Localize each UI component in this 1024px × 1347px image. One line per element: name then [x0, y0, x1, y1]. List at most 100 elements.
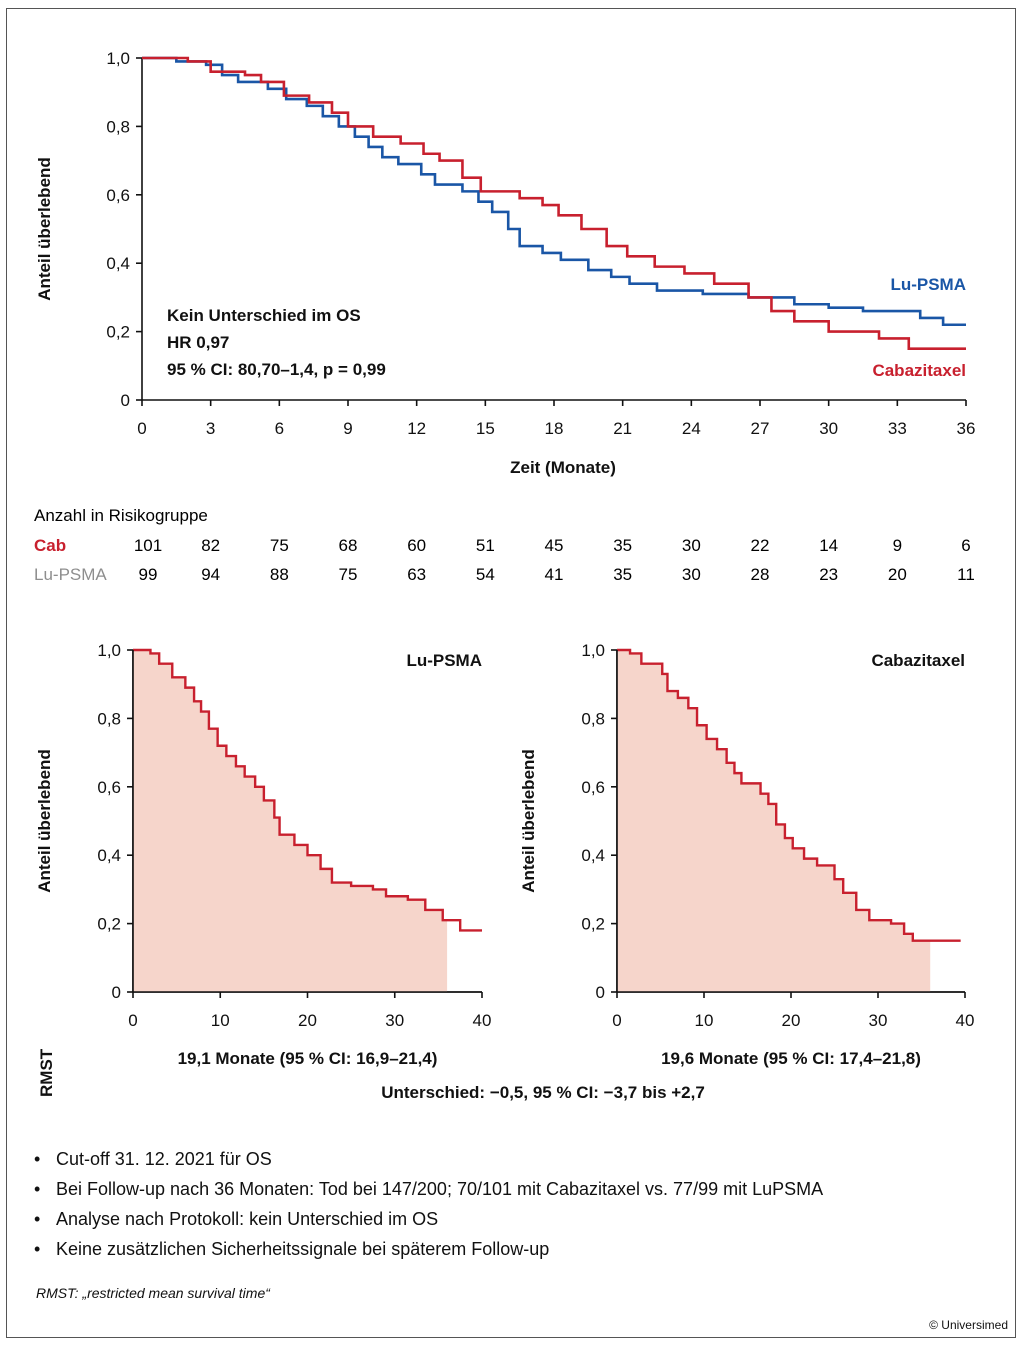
y-tick-label: 1,0	[97, 641, 121, 660]
x-tick-label: 10	[211, 1011, 230, 1030]
risk-cell: 101	[134, 536, 162, 555]
risk-cell: 41	[545, 565, 564, 584]
risk-cell: 82	[201, 536, 220, 555]
x-tick-label: 33	[888, 419, 907, 438]
risk-cell: 60	[407, 536, 426, 555]
annotation-line: HR 0,97	[167, 333, 229, 352]
risk-cell: 30	[682, 565, 701, 584]
risk-cell: 30	[682, 536, 701, 555]
risk-row-label: Cab	[34, 536, 66, 555]
risk-cell: 51	[476, 536, 495, 555]
x-tick-label: 6	[275, 419, 284, 438]
y-tick-label: 0,2	[97, 915, 121, 934]
y-tick-label: 1,0	[106, 49, 130, 68]
y-tick-label: 0,2	[106, 323, 130, 342]
survival-curve	[133, 648, 482, 932]
y-tick-label: 0,8	[106, 117, 130, 136]
risk-cell: 75	[270, 536, 289, 555]
risk-cell: 11	[957, 565, 975, 584]
x-tick-label: 0	[128, 1011, 137, 1030]
x-tick-label: 20	[298, 1011, 317, 1030]
y-axis-label: Anteil überlebend	[35, 749, 54, 893]
y-tick-label: 0,4	[97, 846, 121, 865]
y-tick-label: 0,2	[581, 915, 605, 934]
risk-cell: 22	[751, 536, 770, 555]
chart-title: Lu-PSMA	[406, 651, 482, 670]
x-tick-label: 24	[682, 419, 701, 438]
series-line-cabazitaxel	[142, 56, 966, 350]
rmst-side-label: RMST	[37, 1048, 56, 1097]
y-tick-label: 0,8	[97, 709, 121, 728]
x-axis-label: Zeit (Monate)	[510, 458, 616, 477]
rmst-value: 19,1 Monate (95 % CI: 16,9–21,4)	[178, 1049, 438, 1068]
chart-title: Cabazitaxel	[871, 651, 965, 670]
annotation-line: 95 % CI: 80,70–1,4, p = 0,99	[167, 360, 386, 379]
bullet-item: Keine zusätzlichen Sicherheitssignale be…	[34, 1234, 823, 1264]
risk-cell: 63	[407, 565, 426, 584]
bullet-list: Cut-off 31. 12. 2021 für OS Bei Follow-u…	[34, 1144, 823, 1264]
rmst-shaded-area	[133, 650, 448, 992]
risk-cell: 28	[751, 565, 770, 584]
x-tick-label: 21	[613, 419, 632, 438]
risk-cell: 45	[545, 536, 564, 555]
bullet-item: Analyse nach Protokoll: kein Unterschied…	[34, 1204, 823, 1234]
risk-cell: 75	[339, 565, 358, 584]
risk-cell: 68	[339, 536, 358, 555]
y-tick-label: 1,0	[581, 641, 605, 660]
x-tick-label: 15	[476, 419, 495, 438]
bullet-item: Cut-off 31. 12. 2021 für OS	[34, 1144, 823, 1174]
rmst-value: 19,6 Monate (95 % CI: 17,4–21,8)	[661, 1049, 921, 1068]
x-tick-label: 3	[206, 419, 215, 438]
difference-text: Unterschied: −0,5, 95 % CI: −3,7 bis +2,…	[381, 1083, 705, 1102]
risk-row-label: Lu-PSMA	[34, 565, 107, 584]
risk-cell: 9	[893, 536, 902, 555]
series-line-lupsma	[142, 56, 966, 327]
x-tick-label: 40	[473, 1011, 492, 1030]
x-tick-label: 12	[407, 419, 426, 438]
risk-cell: 99	[139, 565, 158, 584]
annotation-line: Kein Unterschied im OS	[167, 306, 361, 325]
risk-cell: 54	[476, 565, 495, 584]
y-axis-label: Anteil überlebend	[35, 157, 54, 301]
series-label-lupsma: Lu-PSMA	[890, 275, 966, 294]
rmst-cabazitaxel-chart: 0 0,2 0,4 0,6 0,8 1,0 0 10 20 30 40 Anteil überlebe…	[519, 641, 974, 1068]
y-tick-label: 0	[112, 983, 121, 1002]
y-tick-label: 0,6	[581, 778, 605, 797]
x-tick-label: 18	[545, 419, 564, 438]
rmst-shaded-area	[617, 650, 931, 992]
risk-cell: 35	[613, 565, 632, 584]
risk-cell: 20	[888, 565, 907, 584]
y-tick-label: 0,6	[106, 186, 130, 205]
x-tick-label: 9	[343, 419, 352, 438]
y-tick-label: 0,4	[581, 846, 605, 865]
risk-cell: 35	[613, 536, 632, 555]
footnote: RMST: „restricted mean survival time“	[36, 1285, 270, 1301]
risk-cell: 6	[961, 536, 970, 555]
x-tick-label: 40	[956, 1011, 975, 1030]
x-tick-label: 0	[612, 1011, 621, 1030]
x-tick-label: 0	[137, 419, 146, 438]
y-tick-label: 0	[596, 983, 605, 1002]
km-overall-chart: 00,20,40,60,81,00 3 6 9 12 15 18 21 24 27 30 33 36An…	[35, 49, 975, 477]
risk-table-title: Anzahl in Risikogruppe	[34, 506, 208, 525]
y-axis-label: Anteil überlebend	[519, 749, 538, 893]
x-tick-label: 20	[782, 1011, 801, 1030]
x-tick-label: 30	[385, 1011, 404, 1030]
rmst-lupsma-chart: 0 0,2 0,4 0,6 0,8 1,0 0 10 20 30 40 Anteil überlebe…	[35, 641, 491, 1068]
x-tick-label: 30	[819, 419, 838, 438]
series-label-cabazitaxel: Cabazitaxel	[872, 361, 966, 380]
x-tick-label: 30	[869, 1011, 888, 1030]
survival-curve	[617, 648, 961, 942]
copyright: © Universimed	[929, 1318, 1008, 1332]
x-tick-label: 27	[751, 419, 770, 438]
bullet-item: Bei Follow-up nach 36 Monaten: Tod bei 1…	[34, 1174, 823, 1204]
y-tick-label: 0,6	[97, 778, 121, 797]
risk-table: Anzahl in Risikogruppe Cab 101 82 75 68 60 51 45…	[34, 506, 975, 584]
risk-cell: 23	[819, 565, 838, 584]
risk-cell: 14	[819, 536, 838, 555]
figure-frame	[6, 8, 1016, 1338]
risk-cell: 88	[270, 565, 289, 584]
y-tick-label: 0,4	[106, 254, 130, 273]
y-tick-label: 0,8	[581, 709, 605, 728]
